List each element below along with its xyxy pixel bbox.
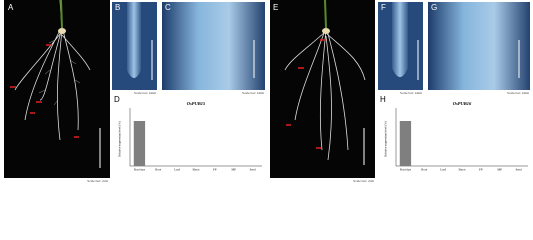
photo-e: [270, 0, 375, 178]
x-tick-label: Root: [421, 168, 427, 172]
scale-bar-text: Scale bar: 1mm: [507, 91, 529, 95]
panel-label: B: [115, 3, 120, 12]
chart-title: OsPUB15: [187, 101, 206, 106]
photo-b: [112, 2, 157, 90]
photo-g: [428, 2, 530, 90]
panel-label: F: [381, 3, 386, 12]
scale-bar-text: Scale bar: 1mm: [400, 91, 422, 95]
x-tick-label: MP: [232, 168, 237, 172]
scale-bar-text: Scale bar: 1mm: [134, 91, 156, 95]
x-tick-label: Shoot: [458, 168, 465, 172]
chart-title: OsPUB16: [453, 101, 472, 106]
scale-bar-text: Scale bar: 1mm: [242, 91, 264, 95]
x-tick-label: Seed: [250, 168, 256, 172]
panel-label: H: [380, 95, 386, 104]
x-tick-label: FP: [213, 168, 217, 172]
panel-label: D: [114, 95, 120, 104]
scale-bar-text: Scale bar: 2cm: [87, 179, 108, 183]
panel-label: A: [8, 3, 14, 12]
x-tick-label: Root: [155, 168, 161, 172]
x-tick-label: FP: [479, 168, 483, 172]
panel-label: E: [273, 3, 278, 12]
x-tick-label: Shoot: [192, 168, 199, 172]
x-tick-label: Root tips: [134, 168, 146, 172]
panel-label: C: [165, 3, 171, 12]
x-tick-label: Leaf: [440, 168, 446, 172]
panel-label: G: [431, 3, 437, 12]
x-tick-label: Root tips: [400, 168, 412, 172]
scale-bar-text: Scale bar: 2cm: [353, 179, 374, 183]
x-tick-label: Leaf: [174, 168, 180, 172]
bar: [399, 121, 412, 166]
bar: [133, 121, 146, 166]
x-tick-label: Seed: [516, 168, 522, 172]
photo-f: [378, 2, 423, 90]
figure: A B C D E F G H Scale bar: 2cm Scale bar…: [4, 0, 530, 183]
photo-c: [162, 2, 265, 90]
photo-a: [4, 0, 110, 178]
y-axis-label: Relative expression level (%): [384, 121, 388, 156]
y-axis-label: Relative expression level (%): [118, 121, 122, 156]
x-tick-label: MP: [498, 168, 503, 172]
